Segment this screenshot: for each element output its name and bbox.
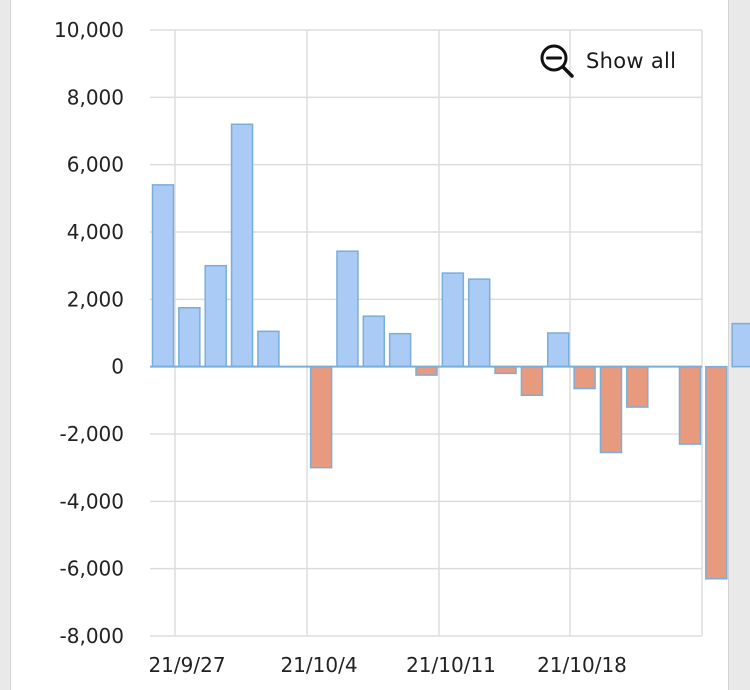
y-tick-label: -6,000 <box>60 557 124 581</box>
x-axis: 21/9/27 21/10/4 21/10/11 21/10/18 <box>148 653 626 677</box>
bar[interactable] <box>467 278 491 368</box>
y-tick-label: -8,000 <box>60 624 124 648</box>
bar[interactable] <box>388 332 412 368</box>
bars <box>151 123 750 580</box>
x-tick-label: 21/10/4 <box>280 653 357 677</box>
y-tick-label: 10,000 <box>54 18 124 42</box>
grid <box>150 29 703 637</box>
bar[interactable] <box>362 315 386 368</box>
y-tick-label: 8,000 <box>67 85 124 109</box>
zoom-out-icon <box>540 44 574 78</box>
bar[interactable] <box>599 365 623 454</box>
x-tick-label: 21/10/18 <box>537 653 627 677</box>
y-tick-label: -4,000 <box>60 489 124 513</box>
bar[interactable] <box>573 365 596 390</box>
bar[interactable] <box>415 365 438 376</box>
left-frame <box>0 0 11 690</box>
bar[interactable] <box>678 365 702 445</box>
bar[interactable] <box>257 330 280 368</box>
bar[interactable] <box>178 307 201 368</box>
bar[interactable] <box>204 264 227 368</box>
show-all-button[interactable]: Show all <box>538 42 676 80</box>
y-axis: 10,000 8,000 6,000 4,000 2,000 0 -2,000 -4,000 -… <box>54 18 124 648</box>
bar[interactable] <box>626 365 649 408</box>
bar[interactable] <box>309 365 333 469</box>
y-tick-label: 6,000 <box>67 153 124 177</box>
bar[interactable] <box>441 272 465 368</box>
bar[interactable] <box>336 250 359 368</box>
x-tick-label: 21/10/11 <box>406 653 496 677</box>
bar[interactable] <box>520 365 544 397</box>
bar[interactable] <box>494 365 517 375</box>
y-tick-label: 2,000 <box>67 287 124 311</box>
bar[interactable] <box>705 365 728 580</box>
bar[interactable] <box>151 184 175 368</box>
x-tick-label: 21/9/27 <box>148 653 225 677</box>
bar[interactable] <box>731 322 750 368</box>
show-all-label: Show all <box>586 49 677 73</box>
y-tick-label: 4,000 <box>67 220 124 244</box>
bar[interactable] <box>547 332 570 368</box>
y-tick-label: 0 <box>111 355 124 379</box>
y-tick-label: -2,000 <box>60 422 124 446</box>
bar[interactable] <box>230 123 254 368</box>
